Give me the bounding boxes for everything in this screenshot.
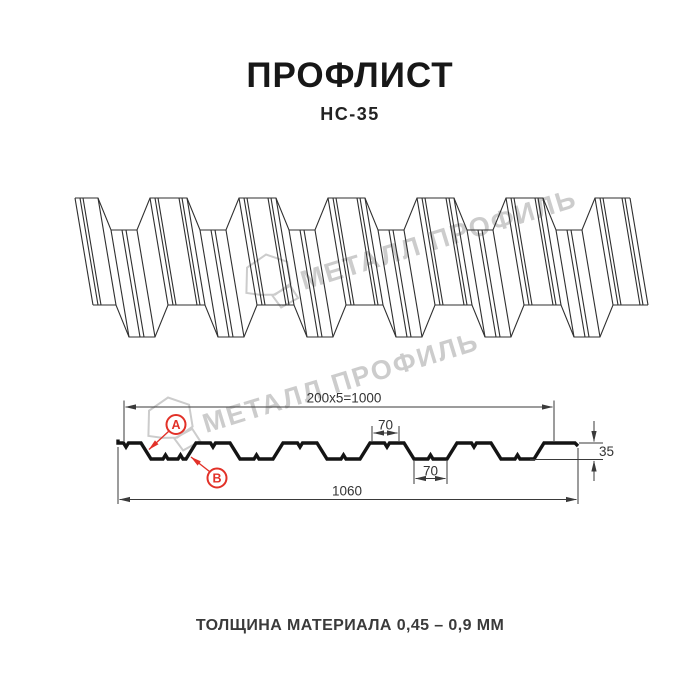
dimension-lines	[119, 404, 597, 503]
watermark-text: МЕТАЛЛ ПРОФИЛЬ	[199, 326, 483, 439]
marker-b-label: B	[212, 472, 221, 486]
page-title: ПРОФЛИСТ	[246, 56, 454, 95]
cross-section-drawing: 200x5=1000 70 70 1060 35 A B	[116, 391, 614, 504]
dim-overall-width: 1060	[332, 484, 362, 499]
marker-a-label: A	[171, 418, 180, 432]
profile-3d-drawing	[74, 197, 649, 338]
brand-logo-icon	[245, 253, 292, 296]
marker-b: B	[190, 456, 228, 489]
dim-top-pitch: 200x5=1000	[307, 391, 382, 406]
brand-logo-icon	[270, 284, 300, 309]
profile-outline	[116, 439, 580, 461]
watermark-cross-section: МЕТАЛЛ ПРОФИЛЬ	[147, 326, 483, 452]
dim-crest-width: 70	[378, 418, 393, 433]
dim-trough-width: 70	[423, 464, 438, 479]
extension-lines	[117, 400, 603, 504]
marker-a: A	[148, 414, 187, 451]
page-subtitle: НС-35	[320, 104, 380, 124]
thickness-note: ТОЛЩИНА МАТЕРИАЛА 0,45 – 0,9 ММ	[195, 617, 505, 634]
dim-height: 35	[599, 444, 614, 459]
marker-b-circle	[206, 467, 228, 489]
marker-a-circle	[165, 414, 187, 435]
brand-logo-icon	[172, 427, 202, 452]
